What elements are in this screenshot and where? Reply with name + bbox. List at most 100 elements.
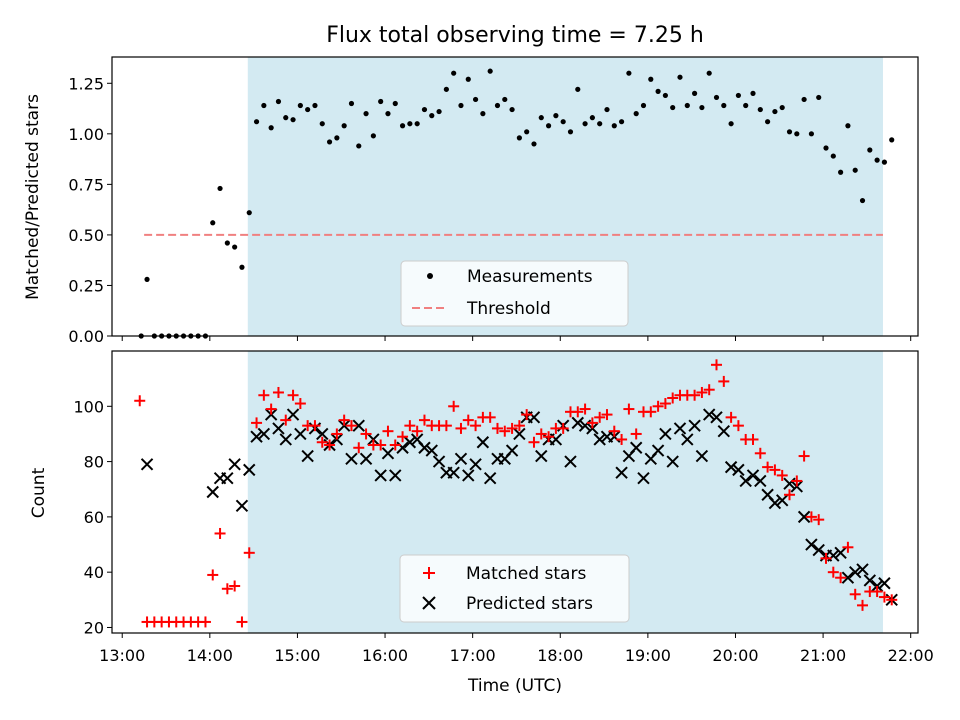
measurement-point (210, 220, 216, 226)
measurement-point (816, 94, 822, 101)
predicted-star-point (571, 416, 584, 430)
predicted-star-point (250, 430, 263, 443)
measurement-point (604, 106, 610, 113)
matched-star-point (199, 616, 211, 628)
matched-star-point (543, 431, 555, 443)
measurement-point (691, 90, 698, 96)
bottom-legend-box (399, 554, 630, 623)
measurement-point (224, 240, 230, 246)
measurement-point (421, 106, 428, 113)
measurement-point (765, 119, 771, 125)
matched-star-point (470, 420, 482, 432)
matched-star-point (418, 414, 430, 426)
matched-star-point (287, 389, 299, 401)
measurement-point (509, 106, 515, 113)
matched-star-point (316, 436, 328, 448)
predicted-star-point (593, 433, 606, 446)
predicted-star-point (337, 419, 351, 432)
matched-star-point (491, 422, 503, 434)
measurement-point (217, 185, 223, 192)
predicted-star-point (637, 471, 650, 485)
legend-label-matched: Matched stars (466, 564, 586, 584)
matched-star-point (338, 414, 350, 426)
matched-star-point (645, 406, 657, 418)
matched-star-point (236, 616, 248, 628)
predicted-star-point (651, 444, 665, 457)
measurement-point (597, 121, 603, 127)
measurement-point (545, 123, 552, 129)
measurement-point (801, 96, 807, 103)
measurement-point (487, 68, 493, 74)
matched-star-point (725, 411, 737, 423)
predicted-star-point (754, 474, 767, 488)
measurement-point (378, 98, 384, 105)
predicted-star-point (374, 469, 387, 482)
measurement-point (786, 129, 793, 135)
measurement-point (436, 108, 442, 115)
matched-star-point (557, 422, 569, 434)
top-measurement-points (138, 68, 895, 339)
measurement-point (706, 70, 712, 76)
matched-star-point (229, 580, 241, 592)
bottom-y-tick-label: 40 (84, 563, 104, 582)
measurement-point (356, 143, 362, 149)
measurement-point (640, 102, 647, 109)
x-axis-label: Time (UTC) (467, 676, 562, 696)
measurement-point (326, 139, 333, 145)
measurement-point (429, 113, 435, 119)
matched-star-point (294, 398, 306, 410)
matched-star-point (345, 420, 357, 432)
top-axes-frame (111, 56, 919, 337)
measurement-point (721, 102, 727, 109)
matched-star-point (776, 469, 788, 481)
matched-star-point (440, 420, 452, 432)
bottom-y-tick-label: 20 (84, 618, 104, 637)
predicted-star-point (483, 471, 497, 485)
matched-star-point (754, 447, 766, 459)
matched-star-point (703, 384, 715, 396)
measurement-point (655, 88, 661, 94)
legend-label-threshold: Threshold (466, 299, 551, 319)
predicted-star-point (834, 546, 847, 560)
predicted-star-point (476, 436, 490, 449)
matched-star-point (747, 433, 759, 445)
top-y-tick-label: 0.75 (68, 175, 104, 194)
bottom-y-tick-label: 100 (73, 397, 104, 416)
matched-star-point (528, 436, 540, 448)
matched-star-point (221, 583, 233, 595)
measurement-point (144, 276, 150, 282)
bottom-x-tick-label: 14:00 (187, 646, 233, 665)
chart-title: Flux total observing time = 7.25 h (326, 23, 704, 48)
matched-star-point (397, 431, 409, 443)
predicted-star-point (746, 469, 760, 482)
matched-star-point (389, 439, 401, 451)
matched-star-point (871, 586, 883, 598)
matched-star-point (535, 428, 547, 440)
measurement-point (611, 123, 617, 129)
predicted-star-point (732, 463, 745, 477)
predicted-star-point (841, 571, 855, 584)
measurement-point (399, 123, 406, 129)
predicted-star-point (279, 433, 292, 446)
predicted-star-point (140, 458, 154, 471)
measurement-point (699, 104, 705, 111)
measurement-point (538, 115, 544, 121)
predicted-star-point (666, 455, 679, 468)
matched-star-point (886, 594, 898, 606)
matched-star-point (324, 439, 336, 451)
matched-star-point (251, 417, 263, 429)
measurement-point (275, 98, 282, 105)
measurement-point (648, 76, 654, 82)
matched-star-point (601, 409, 613, 421)
predicted-star-point (775, 494, 789, 507)
measurement-point (553, 113, 559, 119)
measurement-point (633, 111, 639, 117)
measurement-point (385, 111, 391, 117)
bottom-y-tick-label: 60 (84, 508, 104, 527)
bottom-x-tick-label: 22:00 (888, 646, 934, 665)
measurement-point (312, 102, 318, 109)
measurement-point (480, 111, 486, 117)
measurement-point (743, 102, 749, 109)
matched-star-point (499, 425, 511, 437)
predicted-star-point (389, 469, 402, 482)
